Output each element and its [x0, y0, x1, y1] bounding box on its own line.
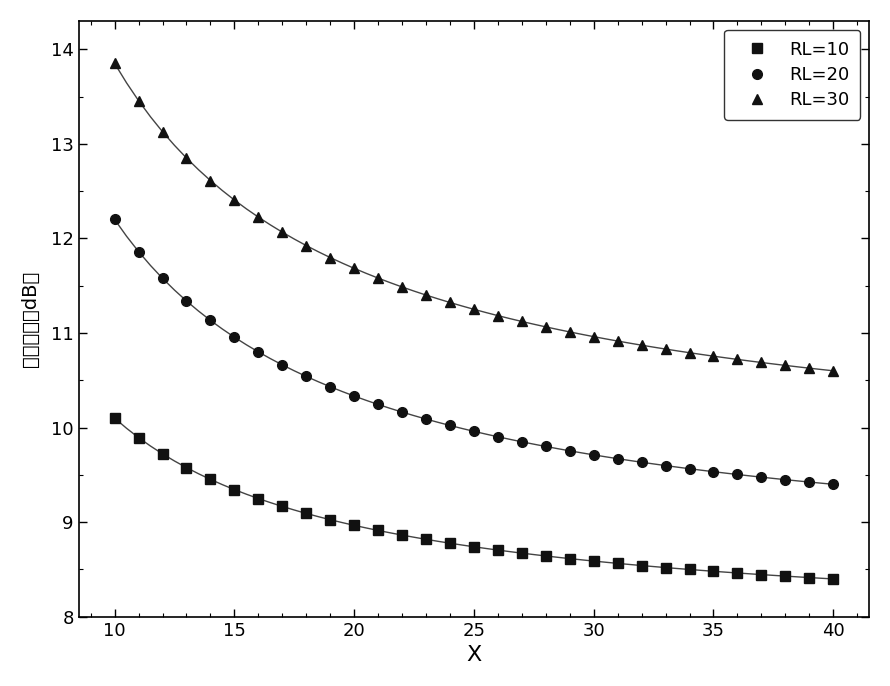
RL=30	[445, 298, 456, 307]
RL=20	[373, 401, 384, 409]
RL=10	[205, 475, 215, 484]
Y-axis label: 功率回退（dB）: 功率回退（dB）	[20, 271, 40, 367]
RL=30	[804, 364, 814, 372]
RL=30	[325, 253, 336, 261]
RL=10	[660, 563, 671, 571]
RL=10	[301, 509, 311, 517]
RL=30	[301, 241, 311, 250]
RL=30	[205, 176, 215, 185]
RL=30	[349, 264, 360, 272]
RL=30	[229, 196, 239, 204]
RL=10	[684, 565, 695, 573]
RL=20	[253, 348, 263, 356]
RL=10	[708, 567, 719, 576]
RL=30	[516, 318, 527, 326]
RL=10	[134, 434, 144, 442]
RL=10	[421, 535, 432, 543]
Line: RL=30: RL=30	[109, 58, 838, 376]
RL=20	[325, 383, 336, 391]
RL=20	[158, 274, 168, 283]
RL=20	[468, 427, 479, 436]
RL=30	[373, 274, 384, 282]
RL=20	[205, 316, 215, 324]
RL=20	[182, 297, 192, 305]
RL=30	[468, 305, 479, 314]
RL=10	[325, 516, 336, 524]
RL=30	[158, 128, 168, 136]
RL=10	[229, 486, 239, 494]
RL=20	[540, 442, 551, 451]
Line: RL=10: RL=10	[109, 413, 838, 584]
RL=10	[492, 546, 503, 554]
RL=10	[253, 495, 263, 503]
RL=20	[732, 471, 743, 479]
RL=20	[445, 421, 456, 429]
RL=20	[660, 462, 671, 470]
RL=10	[158, 450, 168, 458]
RL=20	[804, 478, 814, 486]
RL=10	[636, 561, 647, 569]
RL=30	[397, 283, 408, 291]
RL=10	[445, 539, 456, 547]
RL=30	[780, 362, 790, 370]
RL=10	[588, 557, 599, 565]
Legend: RL=10, RL=20, RL=30: RL=10, RL=20, RL=30	[724, 30, 860, 120]
RL=20	[109, 215, 120, 224]
RL=30	[421, 291, 432, 299]
RL=10	[349, 521, 360, 530]
RL=20	[397, 408, 408, 416]
RL=20	[708, 468, 719, 476]
RL=20	[756, 473, 766, 482]
RL=10	[182, 464, 192, 472]
RL=30	[134, 97, 144, 105]
RL=10	[468, 543, 479, 551]
RL=30	[253, 213, 263, 221]
RL=10	[732, 569, 743, 577]
RL=30	[588, 333, 599, 341]
RL=10	[804, 573, 814, 582]
RL=10	[780, 572, 790, 580]
RL=10	[277, 502, 287, 510]
RL=30	[708, 352, 719, 360]
RL=20	[588, 451, 599, 459]
RL=20	[612, 455, 623, 463]
X-axis label: X: X	[466, 645, 481, 665]
RL=20	[277, 361, 287, 369]
RL=30	[684, 348, 695, 357]
RL=30	[182, 154, 192, 162]
RL=10	[540, 552, 551, 560]
RL=20	[564, 447, 575, 455]
RL=30	[492, 311, 503, 320]
RL=10	[564, 554, 575, 563]
RL=20	[421, 415, 432, 423]
RL=30	[564, 328, 575, 336]
RL=30	[540, 323, 551, 331]
RL=10	[397, 531, 408, 539]
RL=10	[828, 575, 838, 583]
RL=10	[756, 571, 766, 579]
RL=10	[373, 526, 384, 534]
RL=10	[109, 414, 120, 422]
RL=20	[349, 392, 360, 400]
RL=20	[229, 333, 239, 342]
RL=20	[684, 464, 695, 473]
RL=30	[612, 337, 623, 345]
RL=30	[732, 355, 743, 364]
RL=10	[516, 549, 527, 557]
RL=20	[492, 433, 503, 441]
RL=30	[277, 228, 287, 236]
RL=20	[301, 372, 311, 381]
RL=20	[828, 480, 838, 488]
RL=30	[828, 367, 838, 375]
RL=30	[756, 358, 766, 366]
RL=20	[516, 438, 527, 446]
RL=30	[109, 59, 120, 67]
RL=30	[636, 341, 647, 349]
RL=20	[780, 475, 790, 484]
RL=20	[134, 248, 144, 256]
RL=10	[612, 559, 623, 567]
Line: RL=20: RL=20	[109, 215, 838, 489]
RL=20	[636, 458, 647, 466]
RL=30	[660, 345, 671, 353]
